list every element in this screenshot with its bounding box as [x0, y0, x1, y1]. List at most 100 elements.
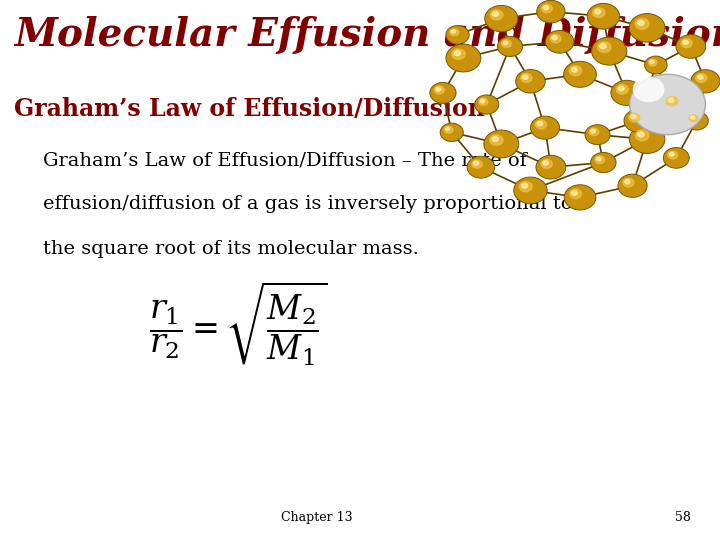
Circle shape	[681, 39, 693, 48]
Circle shape	[629, 125, 665, 153]
Circle shape	[474, 161, 479, 165]
Circle shape	[536, 1, 565, 23]
Circle shape	[570, 189, 582, 199]
Circle shape	[588, 3, 619, 29]
Circle shape	[616, 85, 629, 94]
Circle shape	[668, 98, 674, 103]
Circle shape	[572, 68, 577, 72]
Circle shape	[446, 25, 469, 44]
Text: Graham’s Law of Effusion/Diffusion: Graham’s Law of Effusion/Diffusion	[14, 97, 485, 121]
Text: effusion/diffusion of a gas is inversely proportional to: effusion/diffusion of a gas is inversely…	[43, 195, 572, 213]
Circle shape	[523, 75, 528, 79]
Text: $\dfrac{r_1}{r_2} = \sqrt{\dfrac{M_2}{M_1}}$: $\dfrac{r_1}{r_2} = \sqrt{\dfrac{M_2}{M_…	[148, 280, 327, 368]
Circle shape	[502, 40, 511, 48]
Circle shape	[541, 159, 552, 168]
Circle shape	[536, 156, 566, 179]
Circle shape	[514, 177, 547, 204]
Circle shape	[618, 174, 647, 197]
Circle shape	[479, 98, 488, 105]
Circle shape	[521, 73, 532, 83]
Circle shape	[696, 73, 707, 83]
Circle shape	[550, 35, 561, 43]
Circle shape	[516, 70, 545, 93]
Circle shape	[598, 42, 611, 52]
Circle shape	[690, 116, 695, 119]
Circle shape	[644, 56, 667, 74]
Circle shape	[629, 14, 665, 42]
Circle shape	[446, 127, 450, 131]
Circle shape	[485, 5, 518, 32]
Circle shape	[552, 36, 557, 40]
Circle shape	[690, 70, 720, 93]
Circle shape	[545, 30, 574, 53]
Circle shape	[564, 185, 596, 210]
Circle shape	[484, 130, 518, 158]
Circle shape	[625, 180, 630, 184]
Circle shape	[629, 75, 706, 134]
Circle shape	[589, 128, 599, 136]
Circle shape	[521, 184, 528, 188]
Circle shape	[634, 77, 664, 102]
Circle shape	[452, 49, 465, 59]
Circle shape	[541, 4, 552, 13]
Circle shape	[661, 92, 691, 117]
Circle shape	[519, 181, 532, 192]
Circle shape	[536, 120, 546, 129]
Circle shape	[623, 178, 634, 187]
Circle shape	[467, 156, 495, 178]
Circle shape	[472, 160, 482, 168]
Circle shape	[480, 99, 485, 103]
Circle shape	[590, 152, 616, 173]
Circle shape	[503, 41, 508, 45]
Circle shape	[676, 35, 706, 58]
Circle shape	[618, 86, 624, 91]
Circle shape	[649, 59, 657, 66]
Circle shape	[600, 44, 606, 49]
Circle shape	[597, 157, 601, 161]
Circle shape	[430, 83, 456, 103]
Circle shape	[451, 30, 456, 33]
Circle shape	[638, 21, 644, 25]
Text: 58: 58	[675, 511, 691, 524]
Circle shape	[685, 112, 708, 130]
Circle shape	[531, 116, 559, 139]
Circle shape	[666, 97, 678, 106]
Circle shape	[595, 9, 600, 14]
Circle shape	[635, 18, 649, 29]
Circle shape	[611, 80, 642, 105]
Circle shape	[592, 37, 627, 65]
Circle shape	[450, 29, 459, 36]
Circle shape	[490, 135, 503, 145]
Circle shape	[670, 152, 674, 156]
Circle shape	[492, 11, 498, 16]
Circle shape	[436, 87, 441, 91]
Circle shape	[635, 130, 649, 141]
Circle shape	[683, 40, 688, 44]
Circle shape	[629, 113, 640, 122]
Text: Molecular Effusion and Diffusion: Molecular Effusion and Diffusion	[14, 16, 720, 54]
Circle shape	[454, 51, 460, 56]
Circle shape	[440, 123, 463, 141]
Circle shape	[593, 8, 605, 17]
Circle shape	[492, 137, 498, 141]
Circle shape	[585, 125, 610, 145]
Circle shape	[591, 130, 595, 133]
Circle shape	[434, 86, 444, 94]
Circle shape	[570, 66, 582, 76]
Circle shape	[474, 95, 499, 114]
Circle shape	[667, 151, 678, 159]
Circle shape	[543, 161, 549, 165]
Circle shape	[689, 114, 698, 122]
Circle shape	[537, 122, 543, 126]
Circle shape	[595, 156, 605, 164]
Circle shape	[446, 44, 481, 72]
Text: Chapter 13: Chapter 13	[281, 511, 353, 524]
Circle shape	[444, 126, 453, 133]
Text: the square root of its molecular mass.: the square root of its molecular mass.	[43, 240, 419, 258]
Circle shape	[544, 5, 549, 10]
Circle shape	[698, 75, 703, 79]
Circle shape	[624, 109, 653, 132]
Circle shape	[663, 147, 689, 168]
Circle shape	[498, 36, 523, 57]
Text: Graham’s Law of Effusion/Diffusion – The rate of: Graham’s Law of Effusion/Diffusion – The…	[43, 151, 527, 169]
